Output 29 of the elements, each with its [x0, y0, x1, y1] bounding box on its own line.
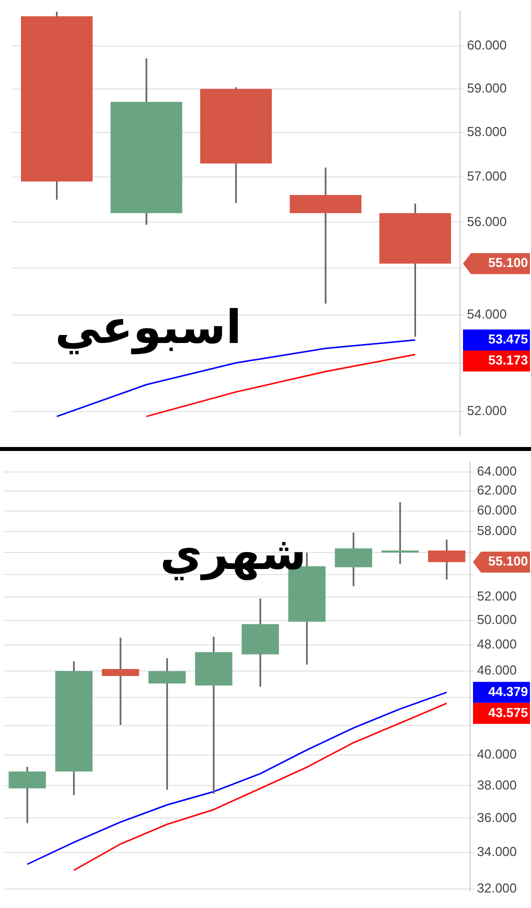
y-tick-label: 58.000 — [467, 124, 507, 140]
y-tick-label: 34.000 — [477, 844, 517, 860]
y-tick-label: 59.000 — [467, 80, 507, 96]
y-tick-label: 62.000 — [477, 482, 517, 498]
y-tick-label: 52.000 — [467, 403, 507, 418]
y-tick-label: 58.000 — [477, 522, 517, 538]
text: 55.100 — [488, 255, 528, 270]
y-tick-label: 60.000 — [477, 502, 517, 518]
y-tick-label: 57.000 — [467, 168, 507, 184]
y-tick-label: 52.000 — [477, 588, 517, 604]
y-tick-label: 46.000 — [477, 662, 517, 678]
y-tick-label: 60.000 — [467, 37, 507, 52]
y-tick-label: 38.000 — [477, 777, 517, 792]
text: 44.379 — [488, 684, 528, 699]
y-tick-label: 50.000 — [477, 612, 517, 628]
text: 55.100 — [488, 554, 528, 569]
y-tick-label: 56.000 — [467, 214, 507, 229]
text: شهري — [160, 526, 306, 580]
y-tick-label: 48.000 — [477, 636, 517, 652]
text: 53.173 — [488, 352, 528, 368]
candlestick — [102, 638, 140, 725]
text: 53.475 — [488, 332, 528, 347]
text: اسبوعي — [55, 300, 242, 354]
y-tick-label: 54.000 — [467, 306, 507, 322]
y-tick-label: 36.000 — [477, 810, 517, 825]
y-tick-label: 32.000 — [477, 880, 517, 896]
y-tick-label: 40.000 — [477, 746, 517, 762]
y-tick-label: 64.000 — [477, 464, 517, 479]
text: 43.575 — [488, 704, 528, 720]
